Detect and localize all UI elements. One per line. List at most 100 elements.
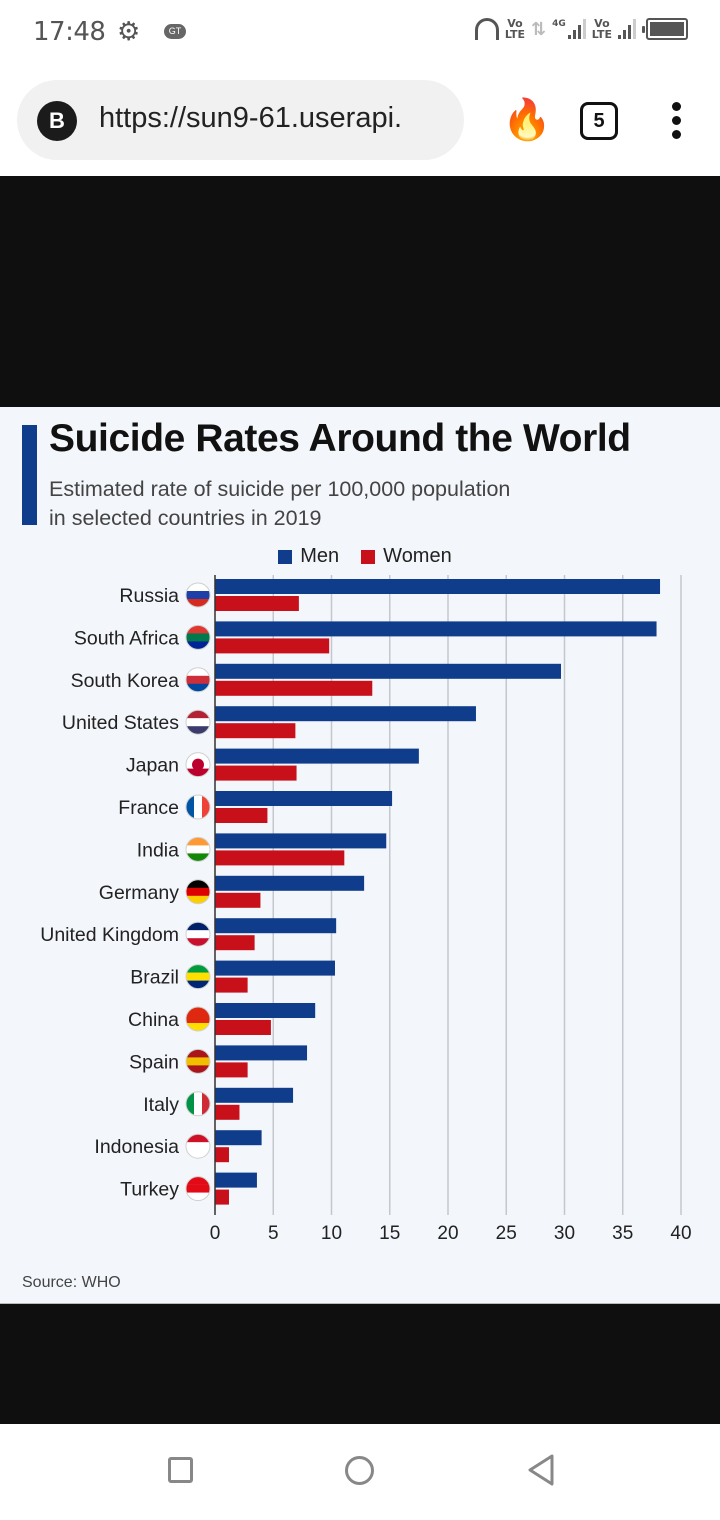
legend-item-women: Women: [361, 545, 452, 568]
category-label: India: [137, 839, 179, 861]
volte-icon: Vo LTE: [504, 17, 526, 41]
turkey-flag-icon: [185, 1176, 211, 1202]
indonesia-flag-icon: [185, 1133, 211, 1159]
bar-women: [215, 1147, 229, 1163]
x-tick-label: 25: [496, 1223, 517, 1244]
category-label: Japan: [126, 755, 179, 777]
chart-title: Suicide Rates Around the World: [49, 417, 631, 460]
recents-button[interactable]: [168, 1457, 193, 1483]
fire-icon[interactable]: 🔥: [502, 98, 552, 142]
spain-flag-icon: [185, 1048, 211, 1074]
russia-flag-icon: [185, 582, 211, 608]
china-flag-icon: [185, 1006, 211, 1032]
germany-flag-icon: [185, 879, 211, 905]
x-tick-label: 10: [321, 1223, 342, 1244]
bar-women: [215, 638, 330, 654]
bar-men: [215, 1003, 316, 1018]
subtitle-line: Estimated rate of suicide per 100,000 po…: [49, 477, 511, 501]
bar-chart: 0 5 10 15 20 25 30 35 40 Russia South Africa South …: [40, 575, 692, 1244]
category-label: France: [118, 797, 179, 819]
bar-women: [215, 935, 255, 951]
bar-men: [215, 1045, 308, 1061]
category-label: China: [128, 1009, 179, 1031]
legend-item-men: Men: [278, 545, 339, 568]
chart-subtitle: Estimated rate of suicide per 100,000 po…: [49, 475, 510, 533]
navigation-bar: [0, 1424, 720, 1520]
legend-label: Men: [300, 545, 340, 567]
bar-men: [215, 1172, 257, 1188]
vpn-icon: GT: [164, 24, 186, 39]
legend-swatch-women: [361, 549, 376, 564]
bar-women: [215, 1189, 229, 1205]
signal-icon: [618, 19, 636, 39]
south-korea-flag-icon: [185, 667, 211, 693]
bar-women: [215, 1020, 271, 1035]
japan-flag-icon: [185, 752, 211, 778]
bar-men: [215, 960, 335, 976]
bar-men: [215, 1130, 262, 1146]
category-label: South Korea: [71, 670, 180, 692]
x-tick-label: 35: [612, 1223, 633, 1244]
subtitle-line: in selected countries in 2019: [49, 506, 322, 530]
image-backdrop-bottom: [0, 1303, 720, 1424]
india-flag-icon: [185, 836, 211, 862]
browser-toolbar: B https://sun9-61.userapi. 🔥 5: [0, 64, 720, 176]
bar-women: [215, 977, 248, 993]
united-kingdom-flag-icon: [185, 921, 211, 947]
legend-label: Women: [383, 545, 452, 567]
bar-women: [215, 680, 373, 696]
united-states-flag-icon: [185, 709, 211, 735]
italy-flag-icon: [185, 1091, 211, 1117]
bar-women: [215, 892, 261, 908]
headset-icon: [474, 18, 499, 40]
url-text[interactable]: https://sun9-61.userapi.: [99, 102, 403, 134]
bar-women: [215, 723, 296, 739]
x-tick-label: 40: [670, 1223, 691, 1244]
source-note: Source: WHO: [22, 1274, 121, 1291]
title-accent-bar: [22, 425, 37, 525]
x-tick-label: 30: [554, 1223, 575, 1244]
category-label: Brazil: [130, 967, 179, 989]
tab-switcher-button[interactable]: 5: [580, 102, 618, 140]
chart-legend: Men Women: [0, 545, 720, 568]
battery-icon: [642, 18, 688, 40]
category-label: United States: [62, 712, 179, 734]
bar-women: [215, 1062, 248, 1078]
category-label: Germany: [99, 882, 179, 904]
category-label: Turkey: [120, 1179, 179, 1201]
x-tick-label: 5: [268, 1223, 279, 1244]
bar-men: [215, 875, 365, 891]
back-button[interactable]: [526, 1454, 556, 1486]
category-label: South Africa: [74, 627, 179, 649]
site-badge-icon: B: [37, 101, 77, 141]
bar-men: [215, 833, 387, 849]
category-label: Spain: [129, 1051, 179, 1073]
brazil-flag-icon: [185, 964, 211, 990]
address-bar[interactable]: B https://sun9-61.userapi.: [17, 80, 464, 160]
category-label: Indonesia: [94, 1136, 179, 1158]
bar-women: [215, 808, 268, 823]
gear-icon: ⚙: [117, 16, 141, 46]
bar-women: [215, 765, 297, 781]
clock: 17:48: [33, 17, 106, 47]
bar-men: [215, 706, 476, 722]
category-label: Italy: [143, 1094, 179, 1116]
bar-women: [215, 850, 345, 866]
signal-4g-icon: 4G: [552, 19, 586, 39]
bar-women: [215, 1104, 240, 1120]
data-arrows-icon: ⇅: [531, 18, 547, 40]
image-backdrop-top: [0, 176, 720, 407]
home-button[interactable]: [345, 1456, 374, 1485]
x-tick-label: 0: [210, 1223, 221, 1244]
status-icons: Vo LTE ⇅ 4G Vo LTE: [474, 17, 688, 41]
bar-men: [215, 579, 661, 594]
bar-men: [215, 748, 419, 764]
bar-men: [215, 791, 393, 806]
bar-women: [215, 596, 299, 611]
x-tick-label: 20: [437, 1223, 458, 1244]
bar-men: [215, 918, 337, 934]
volte-icon: Vo LTE: [591, 17, 612, 41]
overflow-menu-icon[interactable]: [666, 102, 686, 142]
x-tick-label: 15: [379, 1223, 400, 1244]
status-bar: 17:48 ⚙ GT Vo LTE ⇅ 4G Vo LTE: [0, 0, 720, 64]
